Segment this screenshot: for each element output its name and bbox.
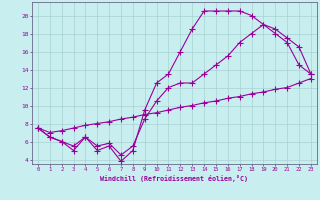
X-axis label: Windchill (Refroidissement éolien,°C): Windchill (Refroidissement éolien,°C) [100, 175, 248, 182]
